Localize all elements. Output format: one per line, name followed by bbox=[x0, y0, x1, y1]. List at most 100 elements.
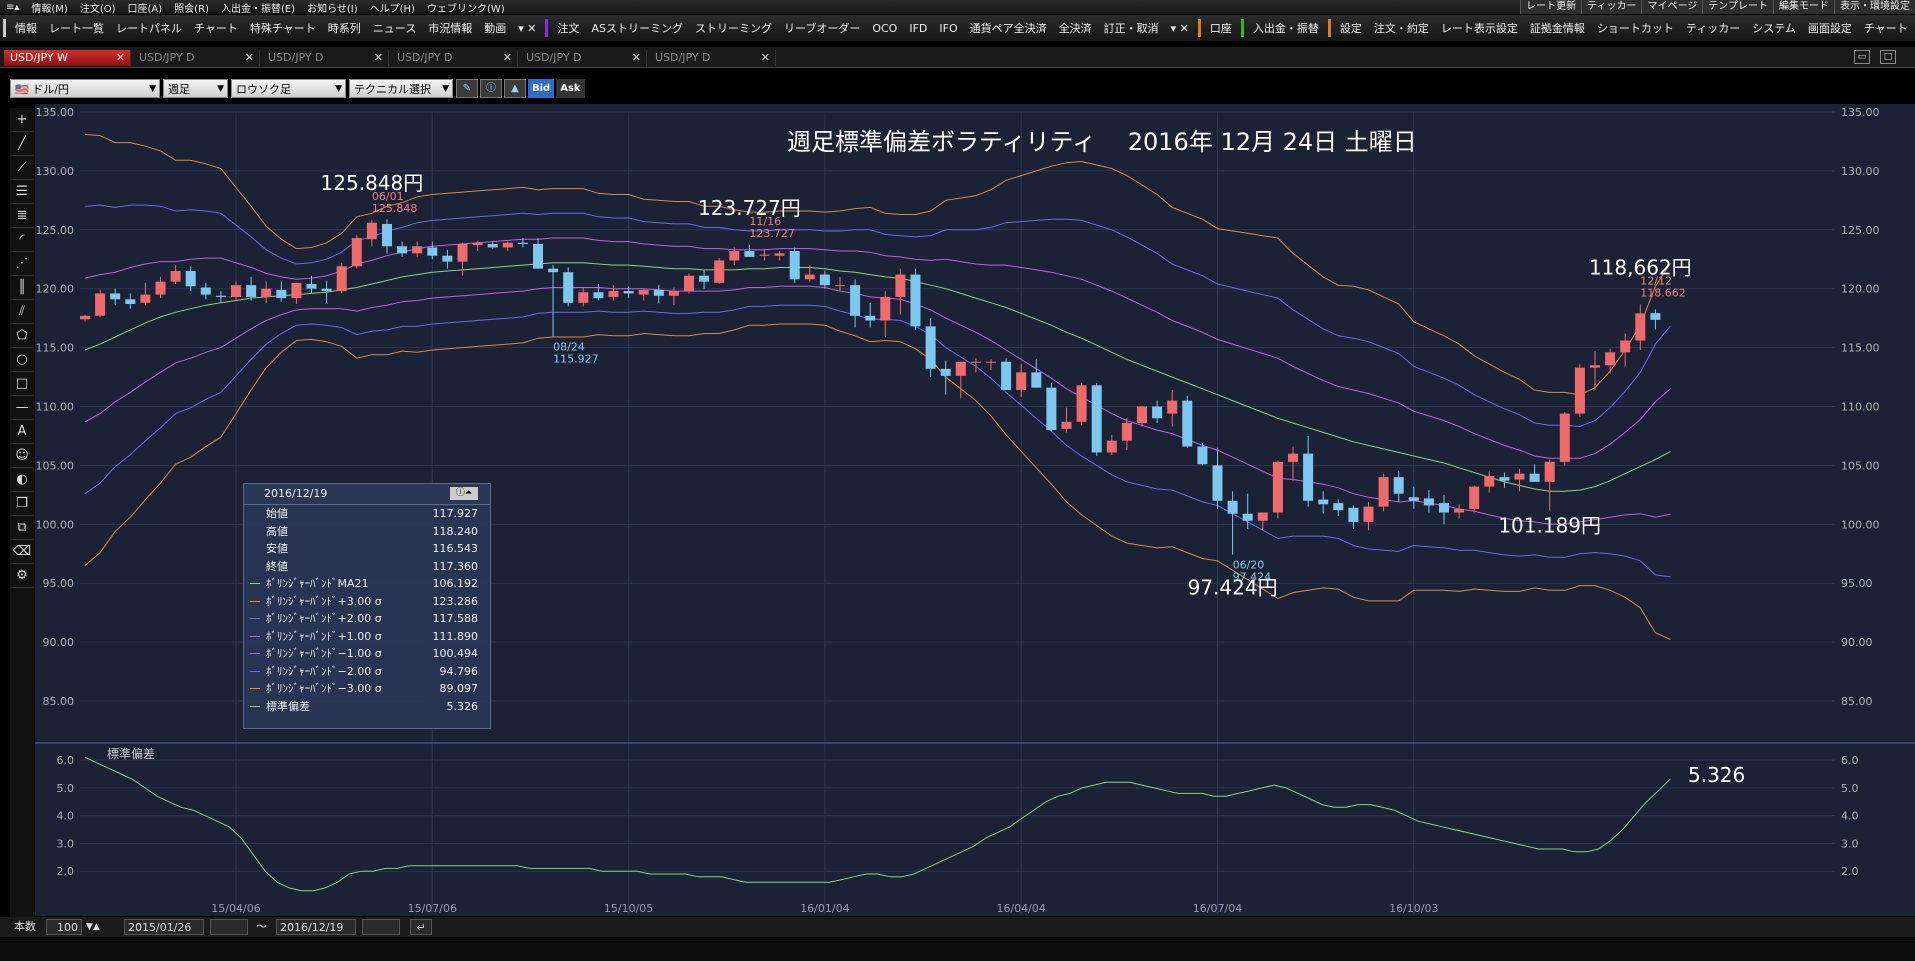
text-icon[interactable]: A bbox=[11, 421, 33, 444]
count-stepper-icon[interactable]: ▼▲ bbox=[86, 922, 100, 932]
toolbar-video[interactable]: 動画 bbox=[484, 22, 507, 35]
toolbar-pair-settle[interactable]: 通貨ペア全決済 bbox=[969, 22, 1047, 35]
toolbar-screen-settings[interactable]: 画面設定 bbox=[1807, 22, 1852, 35]
candle-body bbox=[1076, 385, 1087, 422]
return-icon[interactable]: ↵ bbox=[410, 919, 432, 935]
pitchfork-icon[interactable]: ⫽ bbox=[11, 301, 33, 324]
date-from-input[interactable]: 2015/01/26 bbox=[124, 919, 204, 935]
menu-item-weblink[interactable]: ウェブリンク(W) bbox=[426, 3, 505, 15]
tab-usdjpy-daily[interactable]: USD/JPY D ✕ bbox=[649, 50, 776, 66]
maximize-window-icon[interactable]: □ bbox=[1880, 50, 1896, 64]
eraser-icon[interactable]: ⌫ bbox=[11, 541, 33, 564]
menu-item-info[interactable]: 情報(M) bbox=[31, 3, 68, 15]
menu-item-inquiry[interactable]: 照会(R) bbox=[174, 3, 209, 15]
pentagon-icon[interactable]: ⬠ bbox=[11, 325, 33, 348]
tab-usdjpy-daily[interactable]: USD/JPY D ✕ bbox=[262, 50, 389, 66]
tab-usdjpy-weekly[interactable]: USD/JPY W ✕ bbox=[4, 50, 131, 66]
tab-usdjpy-daily[interactable]: USD/JPY D ✕ bbox=[520, 50, 647, 66]
toolbar-info[interactable]: 情報 bbox=[15, 22, 37, 35]
settings-icon[interactable]: ⚙ bbox=[11, 565, 33, 588]
edit-mode-button[interactable]: 編集モード bbox=[1773, 0, 1834, 14]
close-icon[interactable]: ✕ bbox=[760, 51, 770, 64]
bar-count-input[interactable]: 100 bbox=[46, 919, 82, 935]
layers-icon[interactable]: ⧉ bbox=[11, 517, 33, 540]
circle-icon[interactable]: ○ bbox=[11, 349, 33, 372]
toolbar-system[interactable]: システム bbox=[1752, 22, 1796, 35]
toolbar-timeseries[interactable]: 時系列 bbox=[327, 22, 361, 35]
fibonacci-icon[interactable]: ≣ bbox=[11, 205, 33, 228]
toolbar-modify-cancel[interactable]: 訂正・取消 bbox=[1103, 22, 1159, 35]
fan-icon[interactable]: ◜ bbox=[11, 229, 33, 252]
menu-item-notice[interactable]: お知らせ(I) bbox=[307, 3, 358, 15]
tab-usdjpy-daily[interactable]: USD/JPY D ✕ bbox=[391, 50, 518, 66]
mypage-menu-button[interactable]: マイページ bbox=[1641, 0, 1703, 14]
ray-icon[interactable]: ⟋ bbox=[11, 157, 33, 180]
chart-area-icon[interactable]: ▲ bbox=[504, 79, 526, 98]
toolbar-leave-order[interactable]: リーブオーダー bbox=[784, 22, 861, 35]
menu-item-order[interactable]: 注文(O) bbox=[79, 3, 116, 15]
period-select[interactable]: 週足 ▼ bbox=[163, 79, 228, 98]
close-icon[interactable]: ✕ bbox=[244, 51, 254, 64]
toolbar-shortcut[interactable]: ショートカット bbox=[1596, 22, 1674, 35]
currency-pair-select[interactable]: 🇺🇸 ドル/円 ▼ bbox=[10, 79, 160, 98]
toolbar-special-chart[interactable]: 特殊チャート bbox=[249, 22, 316, 35]
toolbar-chart[interactable]: チャート bbox=[194, 22, 238, 35]
close-icon[interactable]: ✕ bbox=[115, 51, 125, 64]
time-to-input[interactable] bbox=[362, 919, 400, 935]
magnet-icon[interactable]: ◐ bbox=[11, 469, 33, 492]
technical-select[interactable]: テクニカル選択 ▼ bbox=[349, 79, 453, 98]
trendline-icon[interactable]: ╱ bbox=[11, 133, 33, 156]
toolbar-more-icon[interactable]: ▾ ✕ bbox=[518, 21, 537, 35]
toolbar-all-settle[interactable]: 全決済 bbox=[1058, 22, 1092, 35]
rectangle-icon[interactable]: □ bbox=[11, 373, 33, 396]
info-icon[interactable]: ⓘ bbox=[480, 79, 502, 98]
toolbar-as-streaming[interactable]: ASストリーミング bbox=[591, 22, 683, 35]
toolbar-order-fill[interactable]: 注文・約定 bbox=[1373, 22, 1429, 35]
emoji-icon[interactable]: ☺ bbox=[11, 445, 33, 468]
date-to-input[interactable]: 2016/12/19 bbox=[276, 919, 356, 935]
template-menu-button[interactable]: テンプレート bbox=[1702, 0, 1773, 14]
toolbar-more-icon[interactable]: ▾ ✕ bbox=[1170, 21, 1189, 35]
restore-window-icon[interactable]: ▭ bbox=[1854, 50, 1870, 64]
menu-item-account[interactable]: 口座(A) bbox=[127, 3, 163, 15]
horizontal-lines-icon[interactable]: ☰ bbox=[11, 181, 33, 204]
toolbar-settings[interactable]: 設定 bbox=[1339, 22, 1362, 35]
toolbar-market-info[interactable]: 市況情報 bbox=[428, 22, 473, 35]
close-icon[interactable]: ✕ bbox=[373, 51, 383, 64]
info-collapse-icon[interactable]: ⓘ⏶ bbox=[450, 487, 478, 500]
toolbar-deposit[interactable]: 入出金・振替 bbox=[1252, 22, 1319, 35]
display-settings-button[interactable]: 表示・環境設定 bbox=[1834, 0, 1915, 14]
close-icon[interactable]: ✕ bbox=[502, 51, 512, 64]
toolbar-rate-panel[interactable]: レートパネル bbox=[116, 22, 182, 35]
chart-type-select[interactable]: ロウソク足 ▼ bbox=[231, 79, 346, 98]
toolbar-ifd[interactable]: IFD bbox=[909, 21, 928, 35]
data-window[interactable]: 2016/12/19 ⓘ⏶ 始値 117.927 高値 118.240 安値 116.… bbox=[243, 483, 491, 729]
toolbar-rate-display[interactable]: レート表示設定 bbox=[1440, 22, 1518, 35]
menu-item-deposit[interactable]: 入出金・振替(E) bbox=[220, 3, 296, 15]
ask-button[interactable]: Ask bbox=[556, 79, 585, 98]
menu-item-help[interactable]: ヘルプ(H) bbox=[369, 3, 415, 15]
crosshair-icon[interactable]: + bbox=[11, 109, 33, 132]
app-menu-icon[interactable]: ≡▴ bbox=[6, 1, 20, 13]
toolbar-ticker[interactable]: ティッカー bbox=[1685, 22, 1741, 35]
toolbar-ifo[interactable]: IFO bbox=[939, 21, 958, 35]
toolbar-streaming[interactable]: ストリーミング bbox=[695, 22, 772, 35]
toolbar-news[interactable]: ニュース bbox=[372, 22, 417, 35]
line-icon[interactable]: — bbox=[11, 397, 33, 420]
toolbar-account[interactable]: 口座 bbox=[1209, 22, 1232, 35]
toolbar-chart-settings[interactable]: チャート bbox=[1863, 22, 1908, 35]
ticker-menu-button[interactable]: ティッカー bbox=[1581, 0, 1642, 14]
copy-icon[interactable]: ❐ bbox=[11, 493, 33, 516]
pencil-icon[interactable]: ✎ bbox=[456, 79, 478, 98]
rate-update-button[interactable]: レート更新 bbox=[1520, 0, 1582, 14]
toolbar-margin-info[interactable]: 証拠金情報 bbox=[1529, 22, 1585, 35]
gann-icon[interactable]: ⋰ bbox=[11, 253, 33, 276]
vertical-lines-icon[interactable]: ║ bbox=[11, 277, 33, 300]
toolbar-order[interactable]: 注文 bbox=[557, 22, 580, 35]
tab-usdjpy-daily[interactable]: USD/JPY D ✕ bbox=[133, 50, 260, 66]
close-icon[interactable]: ✕ bbox=[631, 51, 641, 64]
toolbar-oco[interactable]: OCO bbox=[872, 21, 898, 35]
toolbar-rate-list[interactable]: レート一覧 bbox=[49, 22, 104, 35]
time-from-input[interactable] bbox=[210, 919, 248, 935]
bid-button[interactable]: Bid bbox=[528, 79, 555, 98]
